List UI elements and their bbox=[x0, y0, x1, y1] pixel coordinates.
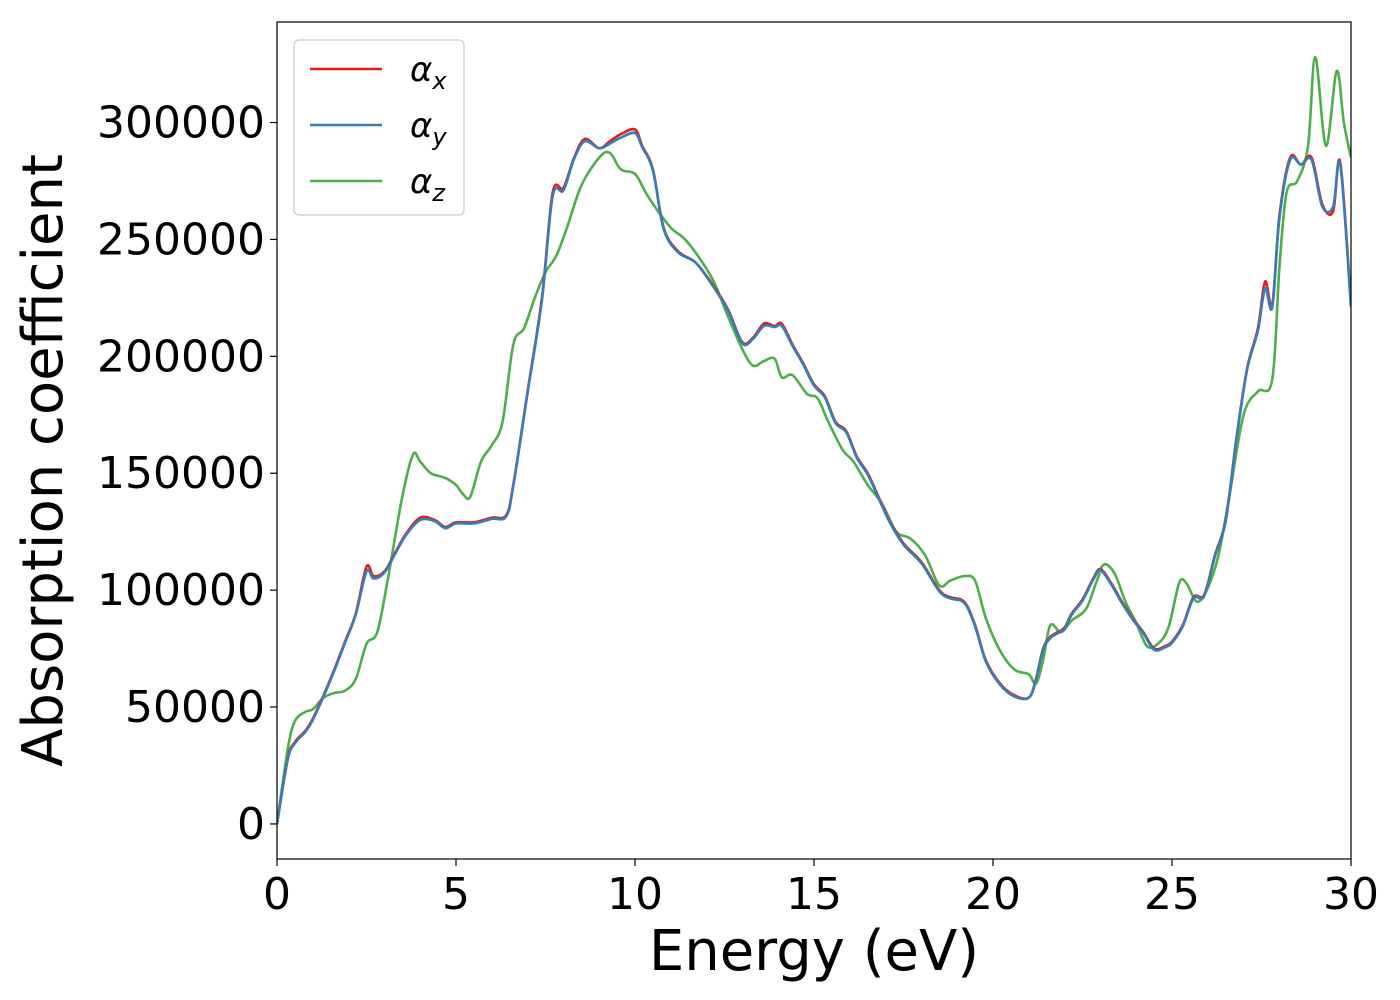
series-line-y bbox=[277, 131, 1351, 825]
legend: αx αy αz bbox=[293, 39, 465, 216]
legend-label-y: αy bbox=[410, 106, 447, 151]
y-tick-label: 100000 bbox=[97, 565, 265, 616]
series-line-z bbox=[277, 55, 1351, 825]
y-tick-label: 50000 bbox=[125, 682, 265, 733]
legend-box bbox=[293, 39, 465, 216]
legend-label-x: αx bbox=[410, 50, 447, 95]
y-tick-label: 150000 bbox=[97, 448, 265, 499]
x-tick-label: 20 bbox=[965, 869, 1021, 920]
y-axis-title: Absorption coefficient bbox=[11, 154, 76, 767]
y-tick-label: 200000 bbox=[97, 331, 265, 382]
axes-layer: 0 5 10 15 20 25 30 0 50000 100000 150000 200000 2500… bbox=[97, 21, 1379, 920]
x-tick-label: 25 bbox=[1144, 869, 1200, 920]
x-tick-label: 5 bbox=[442, 869, 470, 920]
x-tick-label: 30 bbox=[1323, 869, 1379, 920]
x-tick-label: 0 bbox=[263, 869, 291, 920]
legend-label-z: αz bbox=[410, 162, 446, 207]
y-tick-label: 250000 bbox=[97, 214, 265, 265]
y-tick-label: 0 bbox=[237, 799, 265, 850]
y-tick-label: 300000 bbox=[97, 98, 265, 149]
series-layer bbox=[277, 55, 1351, 825]
x-axis-title: Energy (eV) bbox=[649, 919, 979, 984]
x-tick-label: 10 bbox=[607, 869, 663, 920]
x-tick-label: 15 bbox=[786, 869, 842, 920]
